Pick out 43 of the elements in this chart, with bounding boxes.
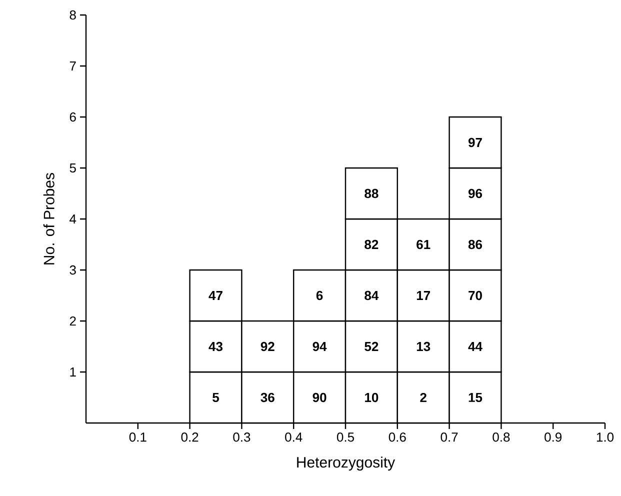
x-tick-label: 0.4	[285, 432, 302, 442]
annotation: 90	[312, 392, 326, 402]
annotation: 43	[208, 342, 223, 352]
x-tick-label: 1.0	[596, 432, 614, 442]
annotation: 86	[468, 240, 482, 250]
annotation: 70	[468, 290, 482, 300]
y-tick-label: 6	[70, 112, 76, 122]
annotation: 44	[468, 342, 482, 351]
x-tick-label: 0.9	[544, 432, 562, 442]
annotation: 94	[312, 342, 327, 352]
annotation: 2	[420, 392, 426, 402]
y-tick-label: 8	[70, 10, 76, 20]
x-tick-label: 0.3	[233, 432, 250, 442]
x-tick-label: 0.6	[388, 432, 406, 442]
y-tick-label: 7	[70, 62, 76, 70]
x-tick-label: 0.2	[181, 432, 198, 442]
y-tick-label: 1	[70, 368, 76, 376]
annotation: 84	[364, 290, 379, 300]
x-tick-label: 0.8	[492, 432, 510, 442]
y-axis-title: No. of Probes	[43, 173, 54, 264]
x-axis-title: Heterozygosity	[297, 456, 396, 471]
x-tick-label: 0.7	[440, 432, 458, 442]
annotation: 52	[364, 342, 378, 352]
annotation: 97	[468, 138, 482, 148]
annotation: 17	[416, 291, 430, 300]
annotation: 88	[364, 188, 378, 198]
x-tick-label: 0.1	[129, 432, 146, 442]
annotation: 15	[468, 392, 482, 402]
y-tick-label: 3	[70, 265, 76, 275]
annotation: 82	[364, 240, 378, 250]
annotation: 61	[416, 240, 430, 250]
annotation: 47	[208, 291, 222, 300]
annotation: 36	[260, 392, 274, 402]
annotation: 92	[260, 342, 274, 352]
y-tick-label: 4	[70, 214, 76, 224]
x-tick-label: 0.5	[336, 432, 354, 442]
annotation: 10	[365, 392, 378, 402]
annotation: 6	[316, 290, 323, 300]
annotation: 5	[212, 392, 220, 402]
y-tick-label: 5	[70, 163, 76, 173]
annotation: 13	[416, 342, 430, 352]
y-tick-label: 2	[70, 316, 76, 326]
annotation: 96	[468, 188, 482, 198]
